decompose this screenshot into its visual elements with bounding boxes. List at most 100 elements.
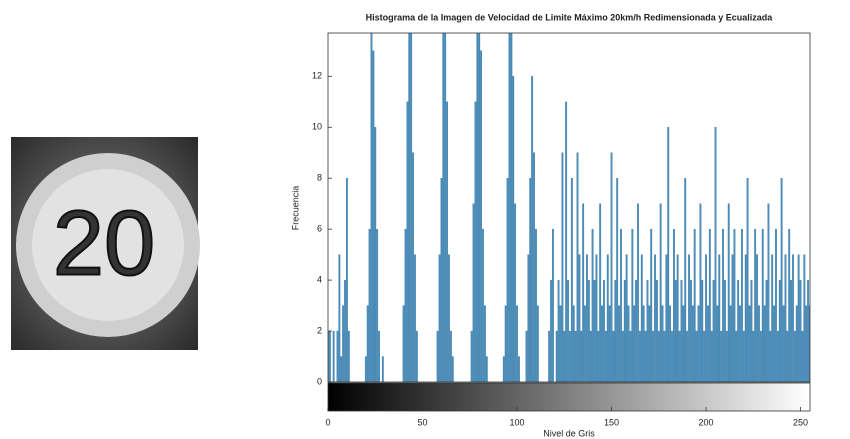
bar [471,331,473,382]
bar [790,280,792,382]
bar [403,306,405,382]
bar [535,229,537,382]
y-tick-label: 0 [317,376,322,386]
bar [628,306,630,382]
bar [579,255,581,382]
x-tick-label: 250 [793,417,808,427]
bar [692,306,694,382]
bar [688,255,690,382]
bar [684,178,686,382]
bar [794,331,796,382]
bar [724,280,726,382]
bar [743,331,745,382]
bar [770,331,772,382]
bar [737,280,739,382]
bar [452,357,454,382]
y-tick-label: 4 [317,274,322,284]
bar [618,306,620,382]
bar [588,280,590,382]
bar [709,229,711,382]
bar [409,25,411,382]
bar [594,280,596,382]
bar [666,255,668,382]
bar [713,280,715,382]
bar [537,306,539,382]
y-axis-label: Frecuencia [290,186,300,231]
bar [760,331,762,382]
chart-title: Histograma de la Imagen de Velocidad de … [366,12,774,22]
bar [747,178,749,382]
bar [582,204,584,382]
x-tick-label: 100 [510,417,525,427]
bar [333,331,335,382]
bar [702,280,704,382]
bar [766,280,768,382]
bar [633,306,635,382]
bar [696,331,698,382]
bar [477,25,479,382]
bar [382,357,384,382]
bar [529,178,531,382]
bar [730,306,732,382]
bar [509,25,511,382]
bar [756,255,758,382]
bar [569,331,571,382]
bar [503,357,505,382]
bar [745,255,747,382]
bar [635,280,637,382]
bar [518,357,520,382]
bar [348,331,350,382]
bar [603,280,605,382]
x-tick-label: 150 [604,417,619,427]
bar [410,25,412,382]
bar [346,178,348,382]
bar [641,255,643,382]
bar [675,280,677,382]
bar [556,331,558,382]
bar [584,306,586,382]
bar [437,331,439,382]
bar [607,255,609,382]
bar [807,280,809,382]
bar [573,306,575,382]
bar [405,229,407,382]
bar [739,306,741,382]
bar [754,229,756,382]
bar [601,306,603,382]
bar [475,102,477,382]
x-tick-label: 50 [418,417,428,427]
y-tick-label: 6 [317,224,322,234]
bar [571,178,573,382]
bar [373,51,375,382]
bar [658,331,660,382]
sign-text: 20 [53,192,155,294]
bar [768,204,770,382]
bar [700,204,702,382]
bar [577,153,579,382]
bar [622,331,624,382]
bar [516,306,518,382]
y-tick-label: 12 [312,71,322,81]
bar [694,229,696,382]
bar [329,331,331,382]
bar [673,229,675,382]
bar [412,153,414,382]
y-tick-label: 2 [317,325,322,335]
bar [484,306,486,382]
bar [679,331,681,382]
bar [800,280,802,382]
bar [367,306,369,382]
bar [749,306,751,382]
bar [478,25,480,382]
sign-image: 20 [11,137,200,350]
bar [374,127,376,382]
bar [781,178,783,382]
bar [416,331,418,382]
bar [443,25,445,382]
bar [788,229,790,382]
x-axis-label: Nivel de Gris [543,428,595,438]
x-tick-label: 0 [325,417,330,427]
bar [698,306,700,382]
bar [512,76,514,382]
bar [558,280,560,382]
